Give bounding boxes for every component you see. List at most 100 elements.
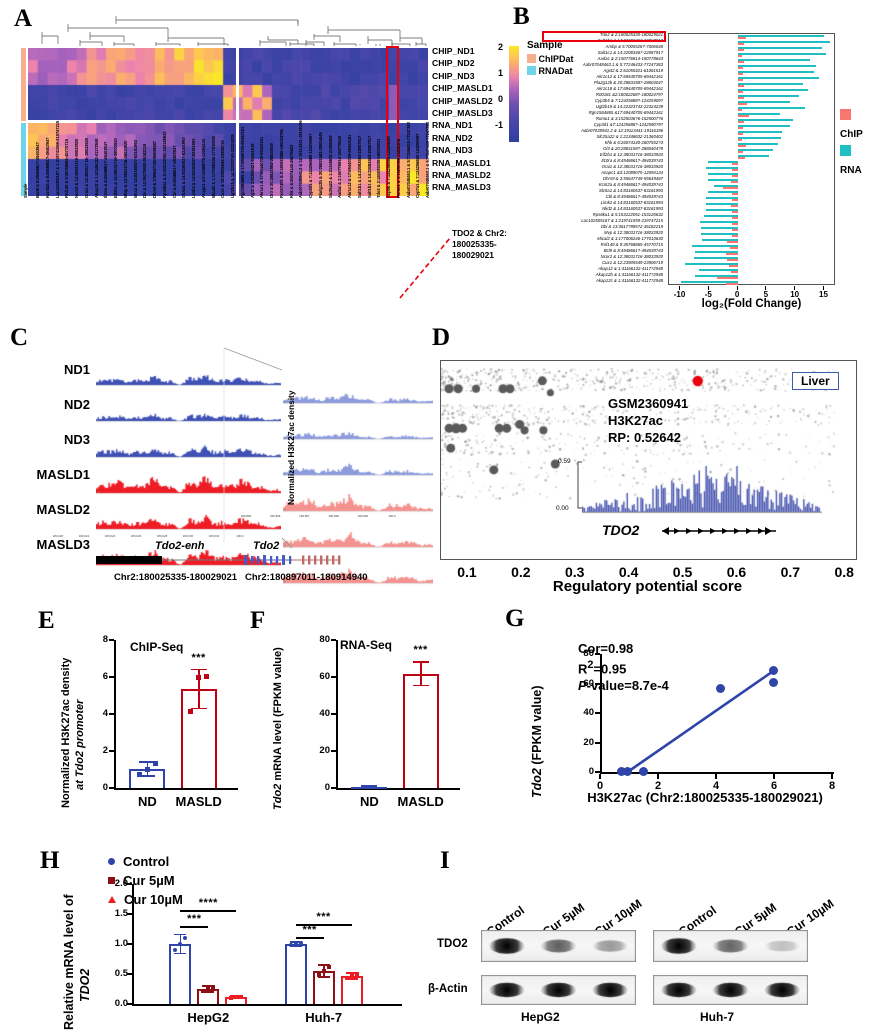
row-label: CHIP_MASLD2 xyxy=(432,95,493,106)
panelA-column-label: Aadac & 2:150776814-150778643 xyxy=(337,135,343,198)
panelA-column-label: Akr1c12 & 17:69440705-69442161 xyxy=(347,134,353,198)
panelH-data-point xyxy=(178,942,183,946)
panelB-gene-label: Ol3 & 20:2883158?-2880404?9 xyxy=(603,146,663,152)
panelB-xtick xyxy=(794,286,796,290)
panelH-significance-label: *** xyxy=(187,913,202,925)
panelB-xtick xyxy=(679,286,681,290)
panelH-significance-label: **** xyxy=(198,897,218,910)
panelD-gene-label: TDO2 xyxy=(602,522,640,538)
panelB-bar-rna xyxy=(701,232,739,235)
row-label: CHIP_ND1 xyxy=(432,46,475,56)
panelB-bar-rna xyxy=(738,100,790,103)
panelB-gene-label: Tdo2 & 2:180025335-180029021 xyxy=(599,32,663,38)
panel-letter-g: G xyxy=(505,605,525,632)
panelB-gene-label: Akap12b & 1:41166132-4117?2948 xyxy=(595,272,663,278)
panelB-bar-rna xyxy=(703,214,739,217)
data-point xyxy=(136,771,142,777)
y-ticklabel: 40 xyxy=(319,708,330,719)
panelB-bar-rna xyxy=(685,262,739,265)
panelB-gene-label: Dbi & 13:3617?995?2-36182219 xyxy=(600,224,663,230)
panelI-label-bactin: β-Actin xyxy=(428,983,468,995)
panelB-bar-chip xyxy=(731,193,739,196)
legend-label-chip: ChIP xyxy=(840,129,863,140)
panelA-column-label: Sult1b1 & 14:22083463-22087917 xyxy=(366,135,372,198)
panelB-bar-rna xyxy=(707,178,739,181)
panelC-left-tracks-canvas xyxy=(96,352,281,568)
panelC-right-region-coords: Chr2:180897011-180914940 xyxy=(245,572,368,583)
panelB-bar-chip xyxy=(738,151,744,154)
panelH-data-point xyxy=(229,996,234,1001)
panelH-data-point xyxy=(206,987,211,991)
panelC-axis-tick: 180,032 xyxy=(208,534,220,538)
y-tick xyxy=(331,639,336,641)
panelH-data-point xyxy=(326,965,331,970)
panelG-data-point xyxy=(715,684,725,694)
panelG-data-point xyxy=(639,766,648,776)
panelB-bar-rna xyxy=(738,118,794,121)
panelA-column-label: Pladg12b & 20:28831582-28834049 xyxy=(317,132,323,198)
panelH-data-point xyxy=(201,988,206,993)
panelB-bar-chip xyxy=(738,121,745,124)
y-tick xyxy=(109,787,114,789)
y-tick xyxy=(109,713,114,715)
panelB-gene-label: Il10ra & 8:4948661?-494039?43 xyxy=(601,158,663,164)
panelB-bar-chip xyxy=(738,37,746,40)
legend-label-cur5: Cur 5µM xyxy=(123,873,175,888)
panelA-column-label: Anxpc1 &3:12089075-12094134 xyxy=(200,139,206,198)
panelH-significance-label: *** xyxy=(302,923,317,936)
legend-label-rnadat: RNADat xyxy=(538,66,573,76)
y-tick xyxy=(331,787,336,789)
panelB-bar-chip xyxy=(732,163,739,166)
panelH-y-tick xyxy=(127,883,132,885)
panelB-bar-rna xyxy=(738,136,781,139)
panelC-axis-tick: 180,9 xyxy=(388,514,396,518)
panelB-bar-chip xyxy=(726,241,739,244)
panelA-column-label: Romo1 & 3:15250366-15250876 xyxy=(395,138,401,198)
panelB-gene-label: Ncor2 & 12:38031716-38033920 xyxy=(600,254,663,260)
panelB-bar-chip xyxy=(732,229,739,232)
panelB-gene-label: Dhrs9 & 3:55647749-55649487 xyxy=(603,176,663,182)
panelB-bar-rna xyxy=(702,238,739,241)
panelC-left-region-coords: Chr2:180025335-180029021 xyxy=(114,572,238,583)
panelI-blot-hepg2-tdo2 xyxy=(481,930,636,962)
panelB-bar-rna xyxy=(738,124,791,127)
panelC-axis-tick: 180,897 xyxy=(299,514,310,518)
panelG-y-tick xyxy=(595,682,600,685)
panel-letter-a: A xyxy=(14,5,33,32)
panel-letter-b: B xyxy=(513,3,530,30)
panelB-bar-chip xyxy=(732,217,739,220)
panelA-column-label: Sult1b1 & 14:22083463-22087917 xyxy=(356,135,362,198)
panelB-chart: Tdo2 & 2:180025335-180029021 Sult1b1 & 14… xyxy=(540,30,865,320)
panelH-error-cap xyxy=(317,976,330,978)
panelB-bar-rna xyxy=(738,142,778,145)
panelB-bar-chip xyxy=(731,223,739,226)
panelB-gene-label: Khk & 6:26074140-2607552?3 xyxy=(604,140,663,146)
panelD-xticklabel: 0.7 xyxy=(780,564,801,580)
panelB-tdo2-highlight-box xyxy=(542,31,666,42)
row-label: CHIP_ND3 xyxy=(432,70,475,81)
panelB-gene-label: Slc25a22 & 1:21348632-21360402 xyxy=(596,134,663,140)
x-category-label: ND xyxy=(359,794,379,809)
panelB-gene-label: Rnf149 & 9:45768665-45770715 xyxy=(600,242,663,248)
panelA-column-label: Kcnd2a & 8:4948661?-4940394? xyxy=(44,137,50,198)
panelB-bar-rna xyxy=(707,172,739,175)
track-label-masld3: MASLD3 xyxy=(36,537,90,552)
panelA-divider-horizontal xyxy=(28,120,428,123)
panelB-gene-label: Agxt2 & 2:61055421-61061519 xyxy=(603,68,664,74)
panelA-column-label: Khk & 6:25074140-26075523 xyxy=(288,144,294,198)
panelB-bar-chip xyxy=(738,157,746,160)
y-tick xyxy=(109,639,114,641)
panelB-gene-label: Eif2b1 & 12:38031716-38033920 xyxy=(599,152,663,158)
panelA-dendrogram xyxy=(41,16,427,46)
panelH-y-ticklabel: 1.0 xyxy=(114,938,128,949)
panelI-blot-hepg2-actin xyxy=(481,975,636,1005)
panelB-gene-label: Cbl & 8:4948661?-494039?43 xyxy=(605,194,663,200)
error-bar xyxy=(197,669,200,709)
panelB-gene-label: Cux1 & 12:23905549-23906719 xyxy=(602,260,663,266)
panelG-data-point xyxy=(768,666,778,676)
legend-marker-cur5 xyxy=(108,877,115,884)
panelH-y-axis xyxy=(132,884,134,1005)
panelG-x-tick xyxy=(773,774,775,779)
panelB-bar-chip xyxy=(731,175,739,178)
panelG-y-tick xyxy=(595,653,600,655)
